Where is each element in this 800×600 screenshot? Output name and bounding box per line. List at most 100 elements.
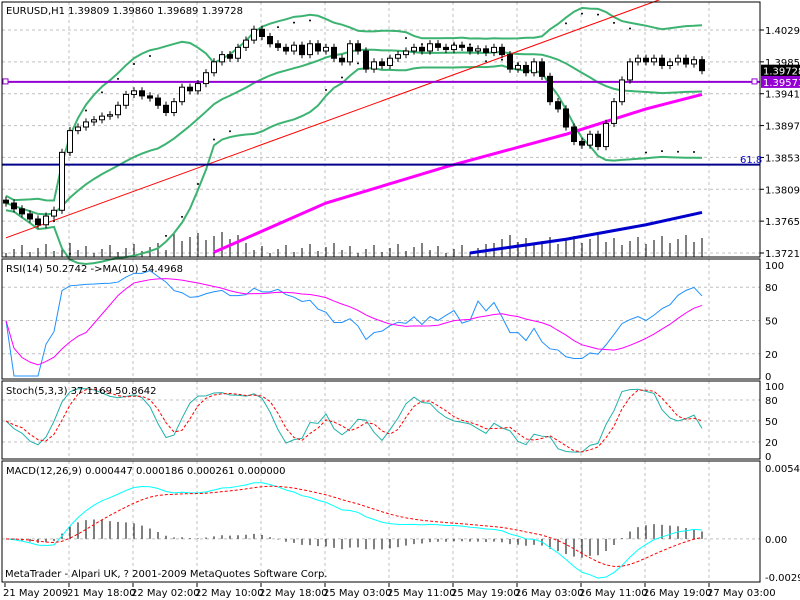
stoch-tick-label: 20: [765, 438, 778, 449]
price-tick-label: 1.38970: [765, 122, 800, 133]
candle: [507, 54, 513, 70]
macd-panel[interactable]: [5, 482, 703, 579]
bollinger-upper: [5, 6, 703, 202]
candle: [171, 101, 177, 114]
candle: [43, 215, 49, 226]
candle: [555, 101, 561, 110]
candle: [379, 61, 385, 66]
candle: [91, 119, 97, 123]
stoch-label: Stoch(5,3,3) 37.1169 50.8642: [6, 386, 157, 397]
candle: [675, 57, 681, 63]
candle: [491, 46, 497, 53]
candle: [219, 54, 225, 63]
candle: [147, 95, 153, 99]
candle: [211, 61, 217, 74]
candle: [243, 39, 249, 48]
time-tick-label: 22 May 02:00: [131, 588, 200, 599]
candle: [195, 83, 201, 92]
macd-signal-line: [5, 485, 703, 567]
parabolic-sar-dot: [181, 215, 183, 218]
candle: [371, 61, 377, 70]
rsi-tick-label: 20: [765, 350, 778, 361]
candle: [411, 46, 417, 52]
time-tick-label: 25 May 11:00: [387, 588, 456, 599]
candle: [275, 43, 281, 48]
fibo-label: 61.8: [740, 155, 762, 166]
candle: [547, 75, 553, 103]
stoch-tick-label: 100: [765, 382, 784, 393]
rsi-line: [5, 270, 703, 377]
candle: [123, 93, 129, 106]
candle: [363, 50, 369, 70]
parabolic-sar-dot: [53, 220, 55, 223]
candle: [163, 104, 169, 114]
level-handle: [2, 78, 9, 85]
candle: [419, 46, 425, 52]
rsi-panel[interactable]: [5, 270, 703, 377]
candle: [395, 54, 401, 59]
candle: [531, 61, 537, 74]
price-panel[interactable]: [2, 0, 760, 265]
parabolic-sar-dot: [677, 150, 679, 153]
candle: [203, 72, 209, 85]
rsi-ma-line: [5, 278, 703, 366]
parabolic-sar-dot: [149, 55, 151, 58]
price-tick-label: 1.39850: [765, 58, 800, 69]
rsi-tick-label: 0: [765, 372, 771, 383]
candle: [27, 213, 33, 220]
candle: [227, 54, 233, 59]
parabolic-sar-dot: [165, 234, 167, 237]
price-tick-label: 1.37650: [765, 217, 800, 228]
time-tick-label: 26 May 19:00: [643, 588, 712, 599]
parabolic-sar-dot: [693, 151, 695, 154]
parabolic-sar-dot: [309, 19, 311, 22]
stoch-main-line: [5, 388, 703, 453]
rsi-frame: [1, 258, 761, 380]
candle: [635, 57, 641, 63]
stoch-tick-label: 0: [765, 452, 771, 463]
candle: [387, 57, 393, 66]
macd-frame: [1, 460, 761, 583]
moving-average-fast: [213, 92, 703, 254]
candle: [451, 44, 457, 51]
level-price-label: 1.39573: [763, 78, 800, 89]
candle: [595, 133, 601, 148]
candle: [691, 59, 697, 65]
parabolic-sar-dot: [197, 183, 199, 186]
candle: [459, 44, 465, 48]
candle: [683, 57, 689, 65]
candle: [475, 48, 481, 52]
stoch-panel[interactable]: [5, 388, 703, 453]
candle: [131, 90, 137, 95]
rsi-tick-label: 80: [765, 283, 778, 294]
candle: [467, 46, 473, 52]
parabolic-sar-dot: [597, 13, 599, 16]
candle: [603, 122, 609, 148]
candle: [355, 43, 361, 52]
candle: [699, 59, 705, 72]
stoch-tick-label: 50: [765, 417, 778, 428]
parabolic-sar-dot: [85, 109, 87, 112]
candle: [339, 57, 345, 63]
moving-average-slow: [469, 210, 703, 255]
parabolic-sar-dot: [613, 21, 615, 24]
parabolic-sar-dot: [501, 58, 503, 61]
candle: [515, 64, 521, 70]
symbol-label: EURUSD,H1: [6, 6, 65, 17]
candle: [51, 209, 57, 217]
time-tick-label: 21 May 18:00: [67, 588, 136, 599]
candle: [619, 79, 625, 103]
candle: [443, 46, 449, 51]
candle: [435, 43, 441, 48]
candle: [235, 46, 241, 59]
price-tick-label: 1.40290: [765, 26, 800, 37]
candle: [563, 108, 569, 128]
candle: [403, 50, 409, 56]
candle: [659, 57, 665, 66]
candle: [539, 61, 545, 77]
candle: [115, 104, 121, 116]
candle: [643, 57, 649, 63]
